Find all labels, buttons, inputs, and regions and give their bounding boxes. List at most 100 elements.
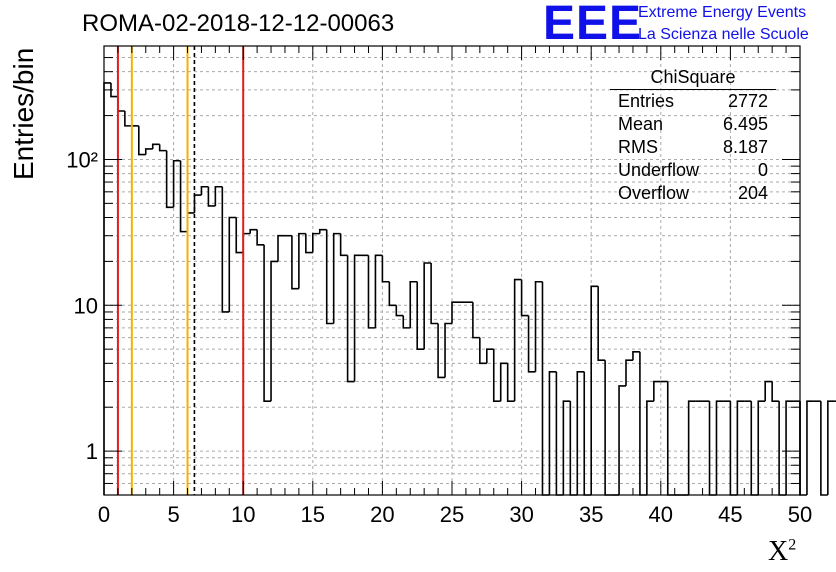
- histogram-bin: [200, 185, 209, 196]
- histogram-bin: [708, 401, 717, 496]
- stats-title: ChiSquare: [610, 67, 776, 90]
- histogram-bin: [632, 350, 640, 361]
- histogram-bin: [472, 302, 480, 339]
- histogram-bin: [158, 144, 167, 152]
- histogram-bin: [437, 323, 446, 379]
- stats-value: 2772: [727, 91, 768, 111]
- histogram-bin: [214, 185, 223, 206]
- x-tick-label: 0: [98, 502, 110, 527]
- histogram-bin: [325, 229, 334, 325]
- histogram-bin: [270, 260, 278, 402]
- histogram-bin: [124, 110, 132, 127]
- y-tick-label: 1: [86, 439, 98, 464]
- x-axis-label-superscript: 2: [788, 536, 797, 554]
- histogram-bin: [186, 212, 195, 232]
- logo-line-1: Extreme Energy Events: [638, 4, 807, 21]
- x-tick-label: 20: [370, 502, 394, 527]
- histogram-bin: [235, 217, 244, 254]
- x-axis-label-base: X: [768, 536, 789, 567]
- histogram-bin: [416, 281, 425, 350]
- histogram-bin: [729, 401, 738, 496]
- histogram-bin: [138, 125, 146, 156]
- histogram-bin: [381, 255, 390, 283]
- histogram-bin: [597, 286, 606, 362]
- histogram-bin: [249, 228, 258, 234]
- histogram-bin: [312, 232, 320, 253]
- histogram-bin: [499, 362, 508, 402]
- x-tick-label: 25: [440, 502, 464, 527]
- histogram-bin: [646, 400, 654, 495]
- stats-value: 6.495: [722, 114, 768, 134]
- histogram-bin: [430, 262, 439, 325]
- histogram-bin: [527, 315, 536, 373]
- x-tick-label: 10: [231, 502, 255, 527]
- histogram-bin: [172, 159, 181, 208]
- stats-box: ChiSquare Entries 2772 Mean 6.495 RMS 8.187…: [610, 67, 776, 205]
- histogram-bin: [771, 381, 780, 402]
- histogram-bin: [513, 278, 522, 402]
- x-tick-label: 50: [788, 502, 812, 527]
- histogram-bin: [228, 216, 237, 312]
- histogram-bin: [520, 279, 529, 317]
- x-tick-label: 30: [509, 502, 533, 527]
- histogram-bin: [799, 401, 807, 496]
- histogram-bin: [820, 401, 828, 496]
- histogram-bin: [583, 371, 592, 496]
- histogram-bin: [402, 315, 411, 329]
- y-tick-label: 10: [74, 293, 98, 318]
- histogram-bin: [117, 96, 125, 112]
- histogram-bin: [625, 359, 633, 386]
- x-tick-label: 5: [167, 502, 179, 527]
- histogram-bin: [618, 385, 626, 495]
- histogram-bin: [242, 232, 251, 253]
- histogram-bin: [367, 255, 376, 329]
- reference-lines: [116, 46, 245, 495]
- histogram-bin: [395, 305, 404, 317]
- histogram-bin: [221, 186, 230, 313]
- stats-label: Entries: [618, 91, 675, 111]
- histogram-bin: [374, 254, 383, 328]
- histogram-bin: [555, 371, 564, 496]
- histogram-bin: [479, 337, 487, 365]
- histogram-bin: [110, 82, 118, 98]
- histogram-bin: [451, 301, 459, 324]
- histogram-bin: [291, 235, 299, 290]
- histogram-bin: [715, 400, 724, 495]
- histogram-bin: [444, 322, 452, 378]
- histogram-bin: [263, 244, 272, 402]
- histogram-bin: [332, 232, 341, 324]
- histogram-bin: [103, 82, 111, 495]
- histogram-bin: [778, 401, 787, 496]
- histogram-bin: [785, 400, 794, 495]
- x-tick-label: 35: [579, 502, 603, 527]
- histogram-bin: [423, 262, 432, 350]
- y-tick-label: 10²: [66, 147, 98, 172]
- x-tick-label: 45: [718, 502, 742, 527]
- histogram-bin: [277, 234, 285, 262]
- histogram-bin: [486, 348, 494, 364]
- histogram-bin: [298, 232, 306, 289]
- histogram-bin: [409, 280, 418, 328]
- histogram-bin: [653, 380, 661, 402]
- histogram-bin: [590, 285, 599, 495]
- histogram-bin: [569, 401, 578, 496]
- stats-value: 204: [737, 183, 768, 203]
- x-tick-label: 40: [649, 502, 673, 527]
- x-tick-label: 15: [301, 502, 325, 527]
- histogram-bin: [750, 401, 759, 496]
- stats-row-mean: Mean 6.495: [610, 113, 776, 136]
- chart-title: ROMA-02-2018-12-12-00063: [82, 10, 395, 37]
- histogram-bin: [305, 233, 313, 254]
- stats-label: Underflow: [618, 160, 700, 180]
- histogram-bin: [144, 148, 153, 155]
- histogram-bin: [151, 143, 160, 149]
- stats-row-entries: Entries 2772: [610, 90, 776, 113]
- histogram-bin: [318, 228, 327, 234]
- stats-row-overflow: Overflow 204: [610, 182, 776, 205]
- histogram-bin: [193, 194, 202, 213]
- logo-mark: EEE: [543, 0, 643, 50]
- histogram-bin: [764, 380, 773, 402]
- histogram-bin: [541, 281, 550, 496]
- histogram-bin: [534, 280, 543, 372]
